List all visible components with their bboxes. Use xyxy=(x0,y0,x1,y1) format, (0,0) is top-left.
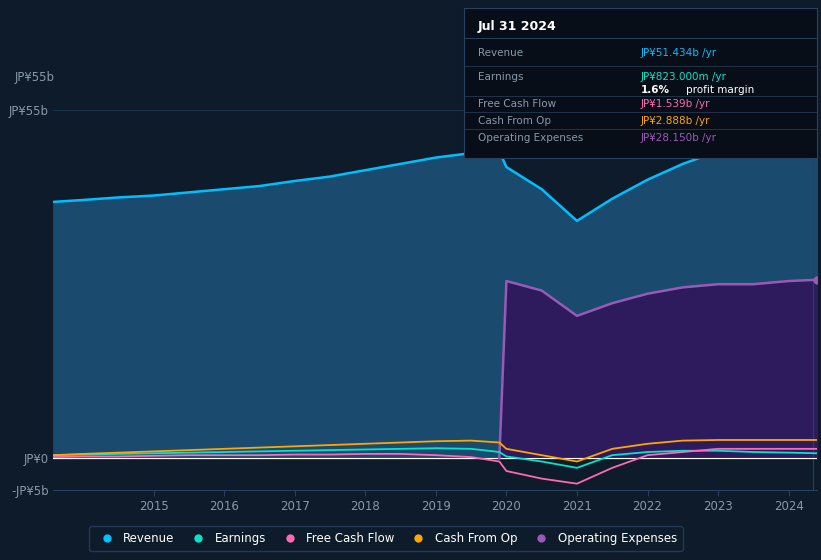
Text: JP¥1.539b /yr: JP¥1.539b /yr xyxy=(640,99,710,109)
Text: JP¥2.888b /yr: JP¥2.888b /yr xyxy=(640,116,710,126)
Text: 1.6%: 1.6% xyxy=(640,85,669,95)
Text: JP¥55b: JP¥55b xyxy=(15,71,55,84)
Text: Cash From Op: Cash From Op xyxy=(478,116,551,126)
Text: JP¥28.150b /yr: JP¥28.150b /yr xyxy=(640,133,717,143)
Text: profit margin: profit margin xyxy=(686,85,754,95)
Text: JP¥823.000m /yr: JP¥823.000m /yr xyxy=(640,72,727,82)
Text: Jul 31 2024: Jul 31 2024 xyxy=(478,20,557,33)
Text: Revenue: Revenue xyxy=(478,48,523,58)
Text: Operating Expenses: Operating Expenses xyxy=(478,133,583,143)
Legend: Revenue, Earnings, Free Cash Flow, Cash From Op, Operating Expenses: Revenue, Earnings, Free Cash Flow, Cash … xyxy=(89,526,682,551)
Text: JP¥51.434b /yr: JP¥51.434b /yr xyxy=(640,48,717,58)
Text: Free Cash Flow: Free Cash Flow xyxy=(478,99,556,109)
Text: Earnings: Earnings xyxy=(478,72,524,82)
